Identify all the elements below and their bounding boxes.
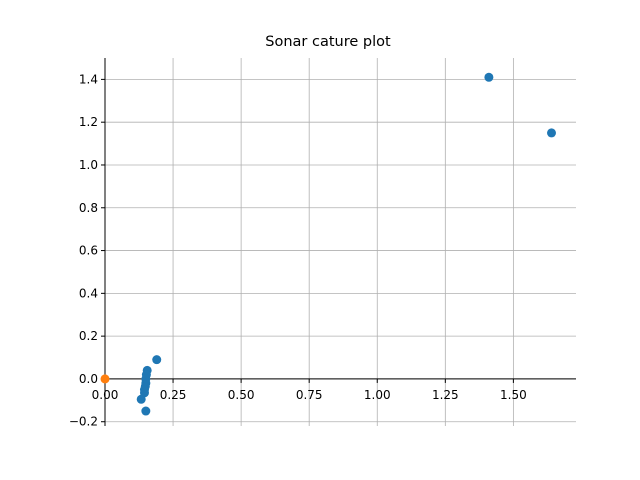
- x-tick-label: 0.50: [228, 388, 255, 402]
- y-tick-label: 0.2: [79, 329, 98, 343]
- y-tick-label: 0.4: [79, 286, 98, 300]
- scatter-point-series-1: [152, 355, 162, 365]
- x-tick-label: 1.00: [364, 388, 391, 402]
- scatter-point-series-2: [100, 374, 110, 384]
- y-tick-label: −0.2: [69, 415, 98, 429]
- axes: 0.00 0.25 0.50 0.75 1.00 1.25 1.50−0.20.00.20.…: [69, 58, 576, 429]
- scatter-point-series-1: [484, 72, 494, 82]
- x-tick-label: 1.50: [500, 388, 527, 402]
- y-tick-label: 1.0: [79, 158, 98, 172]
- y-tick-label: 1.2: [79, 115, 98, 129]
- x-tick-label: 0.25: [160, 388, 187, 402]
- scatter-point-series-1: [136, 394, 146, 404]
- scatter-point-series-1: [546, 128, 556, 138]
- x-tick-label: 1.25: [432, 388, 459, 402]
- scatter-point-series-1: [141, 406, 151, 416]
- data-points: [100, 72, 556, 416]
- y-tick-label: 1.4: [79, 72, 98, 86]
- x-tick-label: 0.75: [296, 388, 323, 402]
- grid: [104, 58, 576, 426]
- y-tick-label: 0.6: [79, 244, 98, 258]
- y-tick-label: 0.0: [79, 372, 98, 386]
- chart-title: Sonar cature plot: [265, 34, 391, 50]
- y-tick-label: 0.8: [79, 201, 98, 215]
